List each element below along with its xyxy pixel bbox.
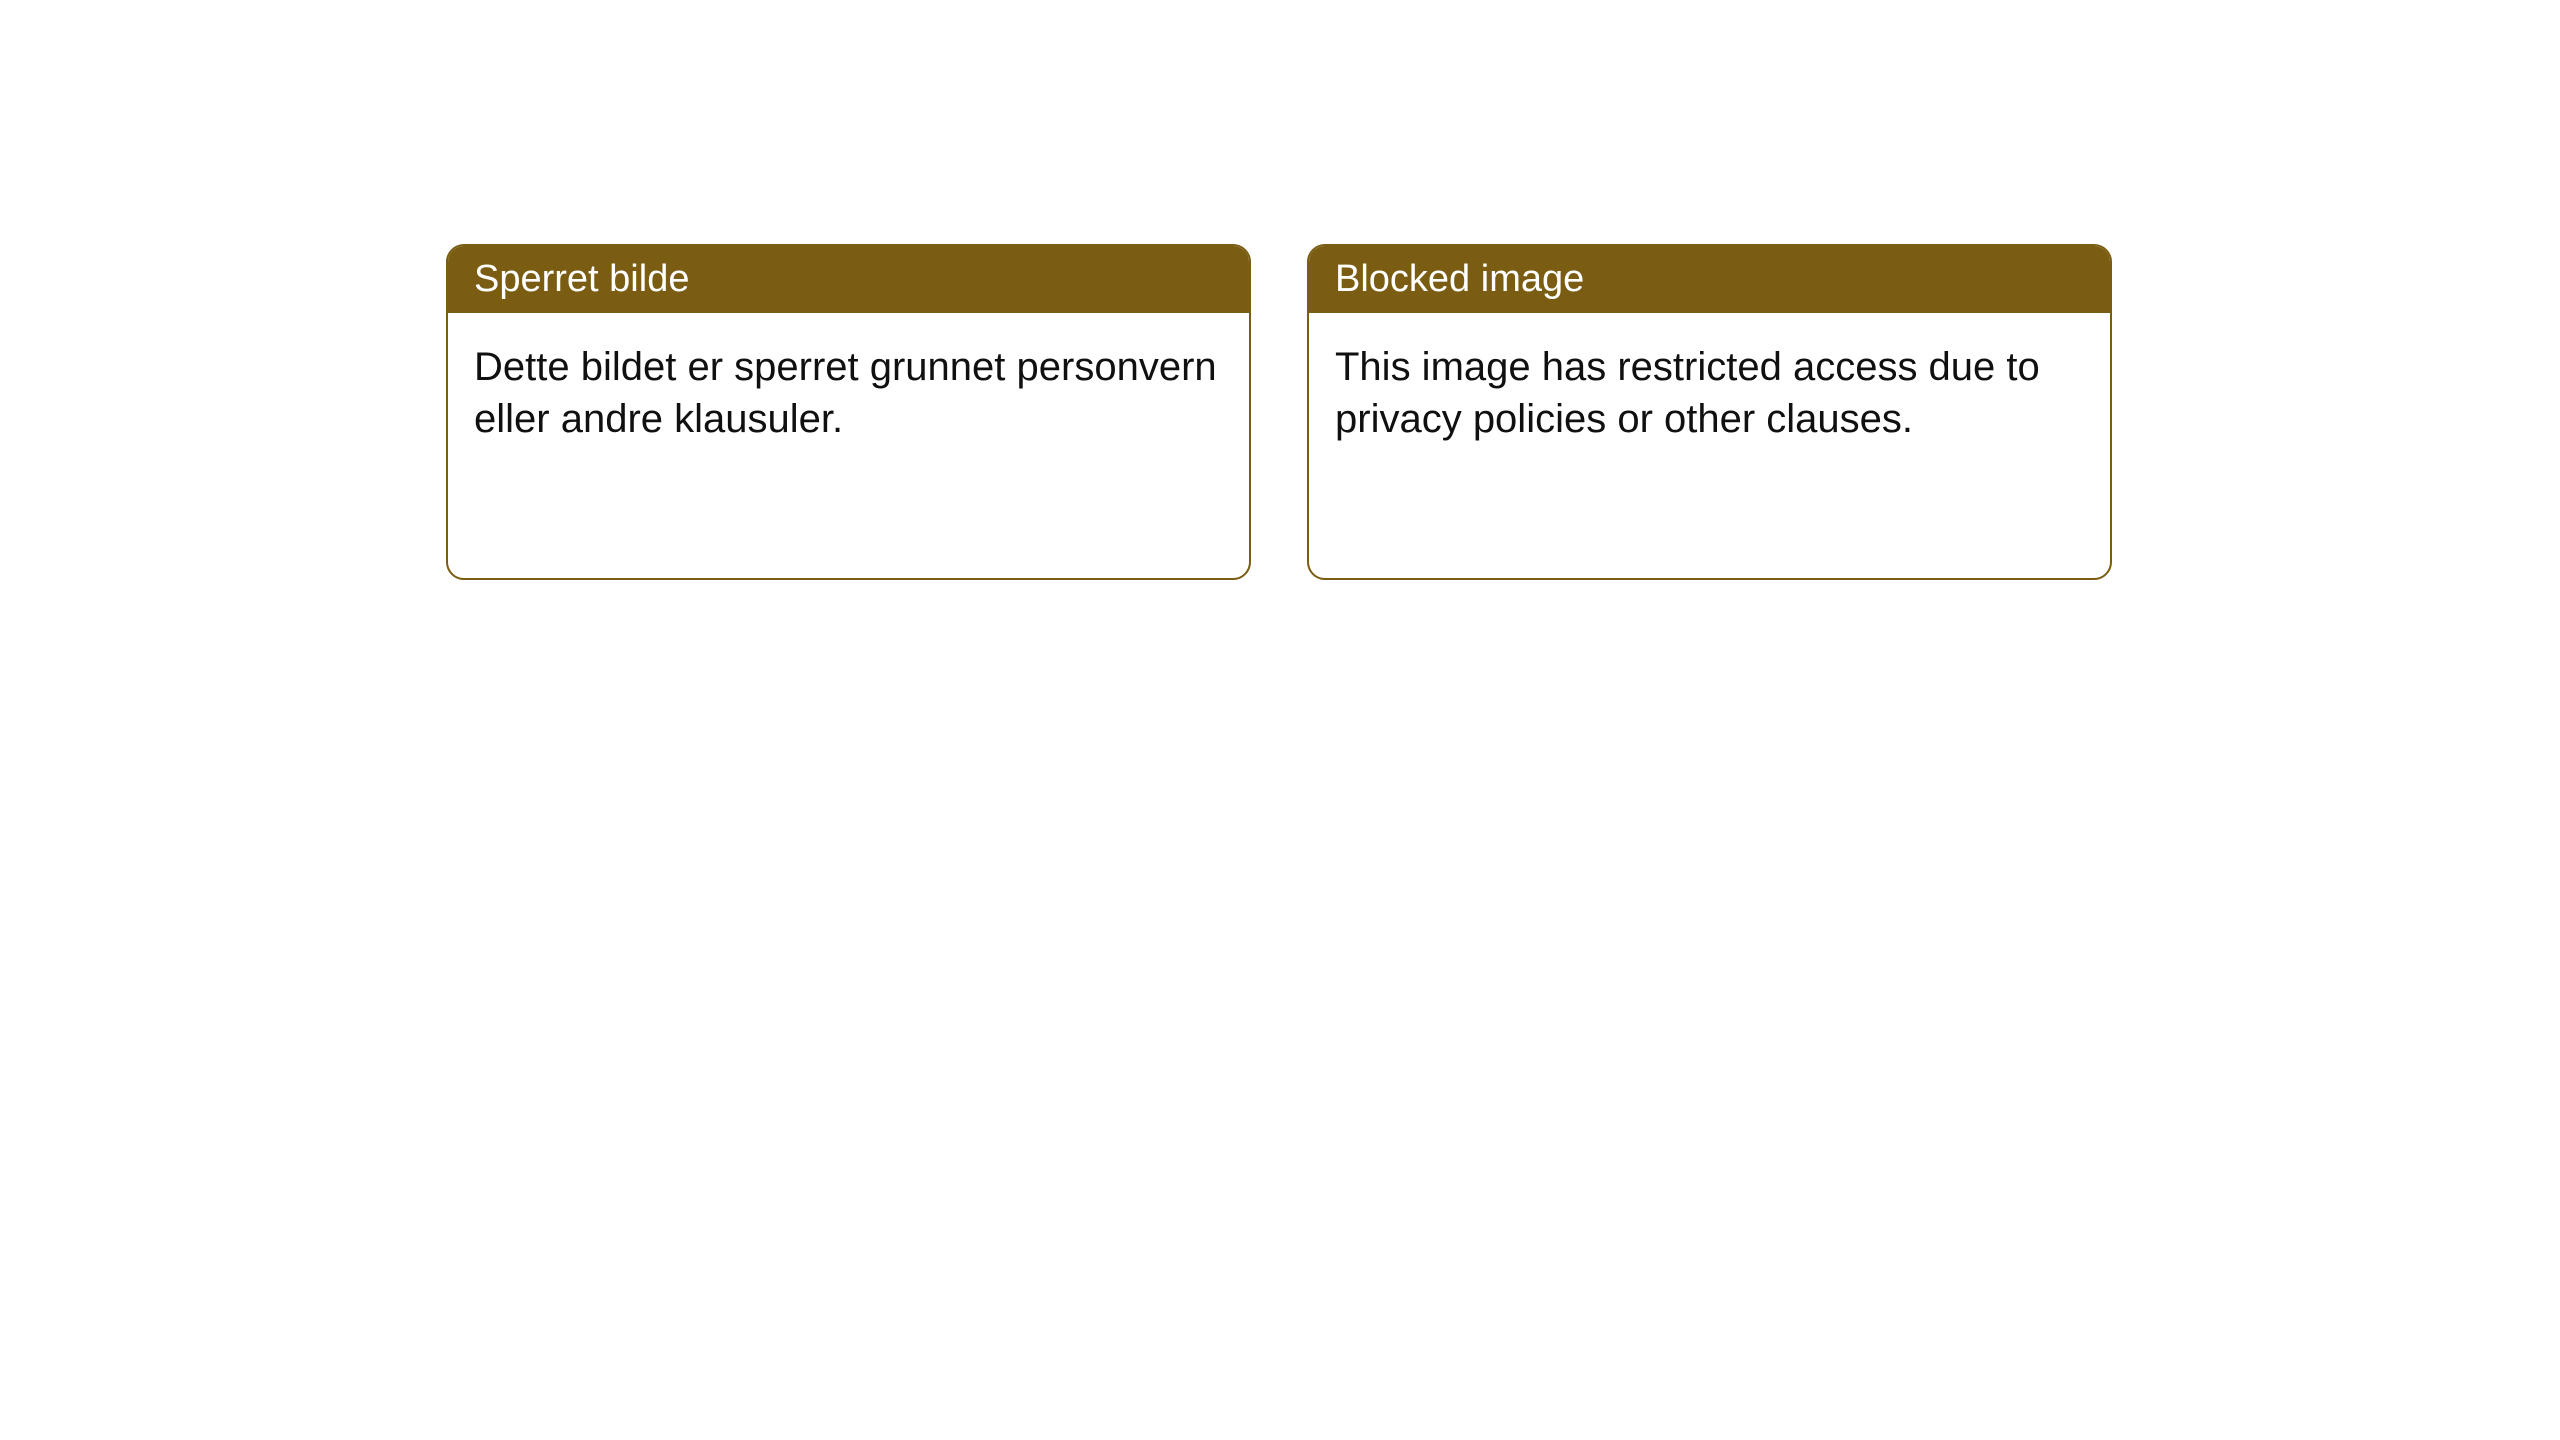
notice-header: Sperret bilde bbox=[448, 246, 1249, 313]
notice-body-text: Dette bildet er sperret grunnet personve… bbox=[474, 345, 1217, 441]
notice-header: Blocked image bbox=[1309, 246, 2110, 313]
notice-body: Dette bildet er sperret grunnet personve… bbox=[448, 313, 1249, 473]
notice-box-english: Blocked image This image has restricted … bbox=[1307, 244, 2112, 580]
notice-body-text: This image has restricted access due to … bbox=[1335, 345, 2040, 441]
notice-body: This image has restricted access due to … bbox=[1309, 313, 2110, 473]
notice-container: Sperret bilde Dette bildet er sperret gr… bbox=[0, 0, 2560, 580]
notice-box-norwegian: Sperret bilde Dette bildet er sperret gr… bbox=[446, 244, 1251, 580]
notice-title: Sperret bilde bbox=[474, 258, 689, 300]
notice-title: Blocked image bbox=[1335, 258, 1584, 300]
